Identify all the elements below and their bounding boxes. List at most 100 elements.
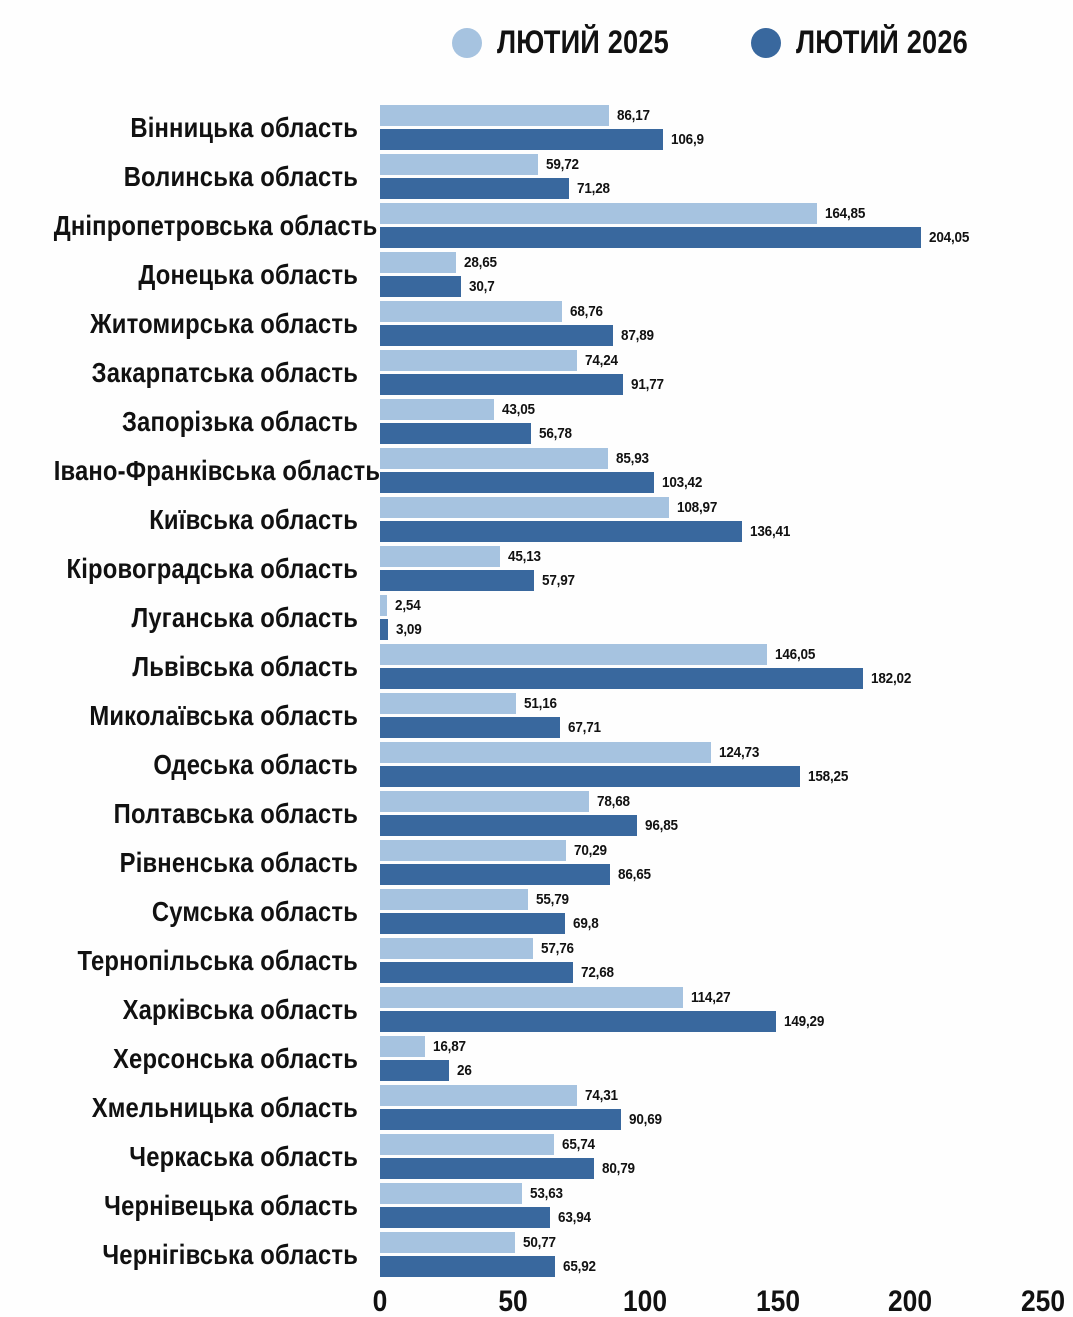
x-axis-tick: 0 xyxy=(372,1285,388,1317)
chart-row: Рівненська область 70,29 86,65 xyxy=(0,840,1073,885)
bar-group: 55,79 69,8 xyxy=(380,889,1073,934)
value-label: 136,41 xyxy=(749,523,790,540)
value-label: 90,69 xyxy=(628,1111,662,1128)
bar-line: 55,79 xyxy=(380,889,1073,910)
value-label: 103,42 xyxy=(662,474,703,491)
value-label: 45,13 xyxy=(507,548,541,565)
value-label: 204,05 xyxy=(929,229,970,246)
bar-2025 xyxy=(380,987,684,1008)
category-label: Сумська область xyxy=(151,895,358,927)
bar-group: 2,54 3,09 xyxy=(380,595,1073,640)
value-label: 65,74 xyxy=(562,1136,596,1153)
chart-row: Київська область 108,97 136,41 xyxy=(0,497,1073,542)
value-label: 55,79 xyxy=(535,891,569,908)
bar-line: 67,71 xyxy=(380,717,1073,738)
x-axis-row: 0 50 100 150 200 250 xyxy=(0,1281,1073,1317)
chart-row: Черкаська область 65,74 80,79 xyxy=(0,1134,1073,1179)
bar-group: 74,24 91,77 xyxy=(380,350,1073,395)
bar-group: 124,73 158,25 xyxy=(380,742,1073,787)
bar-2025 xyxy=(380,497,669,518)
bar-2025 xyxy=(380,448,608,469)
bar-2026 xyxy=(380,521,742,542)
category-label: Запорізька область xyxy=(121,405,359,437)
value-label: 30,7 xyxy=(469,278,495,295)
bar-line: 59,72 xyxy=(380,154,1073,175)
bar-group: 85,93 103,42 xyxy=(380,448,1073,493)
bar-line: 72,68 xyxy=(380,962,1073,983)
bar-2025 xyxy=(380,644,768,665)
bar-line: 70,29 xyxy=(380,840,1073,861)
bar-line: 63,94 xyxy=(380,1207,1073,1228)
bar-line: 90,69 xyxy=(380,1109,1073,1130)
category-label: Закарпатська область xyxy=(91,356,359,388)
bar-line: 182,02 xyxy=(380,668,1073,689)
bar-2025 xyxy=(380,595,387,616)
category-label: Донецька область xyxy=(138,258,358,290)
bar-2025 xyxy=(380,203,818,224)
value-label: 78,68 xyxy=(596,793,630,810)
bar-line: 164,85 xyxy=(380,203,1073,224)
chart-row: Львівська область 146,05 182,02 xyxy=(0,644,1073,689)
category-label: Тернопільська область xyxy=(77,944,359,976)
bar-group: 57,76 72,68 xyxy=(380,938,1073,983)
x-axis-tick: 150 xyxy=(755,1285,800,1317)
chart-row: Херсонська область 16,87 26 xyxy=(0,1036,1073,1081)
bar-line: 80,79 xyxy=(380,1158,1073,1179)
bar-2026 xyxy=(380,129,664,150)
bar-group: 146,05 182,02 xyxy=(380,644,1073,689)
bar-line: 43,05 xyxy=(380,399,1073,420)
bar-2025 xyxy=(380,1085,578,1106)
chart-row: Чернівецька область 53,63 63,94 xyxy=(0,1183,1073,1228)
value-label: 3,09 xyxy=(396,621,422,638)
bar-line: 69,8 xyxy=(380,913,1073,934)
bar-2025 xyxy=(380,840,567,861)
value-label: 65,92 xyxy=(562,1258,596,1275)
bar-line: 71,28 xyxy=(380,178,1073,199)
x-axis-tick: 50 xyxy=(497,1285,528,1317)
chart-row: Одеська область 124,73 158,25 xyxy=(0,742,1073,787)
category-label: Дніпропетровська область xyxy=(53,209,378,241)
value-label: 67,71 xyxy=(567,719,601,736)
bar-line: 149,29 xyxy=(380,1011,1073,1032)
bar-line: 74,31 xyxy=(380,1085,1073,1106)
category-label: Кіровоградська область xyxy=(66,552,359,584)
value-label: 96,85 xyxy=(644,817,678,834)
bar-line: 45,13 xyxy=(380,546,1073,567)
bar-line: 68,76 xyxy=(380,301,1073,322)
bar-2025 xyxy=(380,1232,515,1253)
bar-group: 68,76 87,89 xyxy=(380,301,1073,346)
chart-row: Донецька область 28,65 30,7 xyxy=(0,252,1073,297)
category-label: Житомирська область xyxy=(90,307,359,339)
bar-line: 86,65 xyxy=(380,864,1073,885)
value-label: 50,77 xyxy=(522,1234,556,1251)
bar-group: 70,29 86,65 xyxy=(380,840,1073,885)
value-label: 26 xyxy=(456,1062,472,1079)
bar-2025 xyxy=(380,301,563,322)
bar-2025 xyxy=(380,791,589,812)
bar-2026 xyxy=(380,374,624,395)
value-label: 59,72 xyxy=(546,156,580,173)
value-label: 74,31 xyxy=(585,1087,618,1104)
bar-2026 xyxy=(380,913,566,934)
bar-line: 85,93 xyxy=(380,448,1073,469)
legend: ЛЮТИЙ 2025 ЛЮТИЙ 2026 xyxy=(452,0,1073,61)
value-label: 68,76 xyxy=(570,303,604,320)
bar-line: 53,63 xyxy=(380,1183,1073,1204)
category-label: Вінницька область xyxy=(130,111,358,143)
legend-item-2026: ЛЮТИЙ 2026 xyxy=(751,24,998,61)
value-label: 85,93 xyxy=(615,450,649,467)
x-axis-tick: 200 xyxy=(888,1285,933,1317)
value-label: 86,17 xyxy=(616,107,650,124)
category-label: Миколаївська область xyxy=(89,699,358,731)
value-label: 2,54 xyxy=(394,597,421,614)
value-label: 51,16 xyxy=(523,695,557,712)
bar-line: 91,77 xyxy=(380,374,1073,395)
value-label: 87,89 xyxy=(621,327,654,344)
bar-2025 xyxy=(380,105,609,126)
bar-2025 xyxy=(380,1183,523,1204)
value-label: 70,29 xyxy=(574,842,608,859)
bar-line: 158,25 xyxy=(380,766,1073,787)
value-label: 57,76 xyxy=(541,940,575,957)
bar-line: 16,87 xyxy=(380,1036,1073,1057)
bar-2026 xyxy=(380,766,800,787)
